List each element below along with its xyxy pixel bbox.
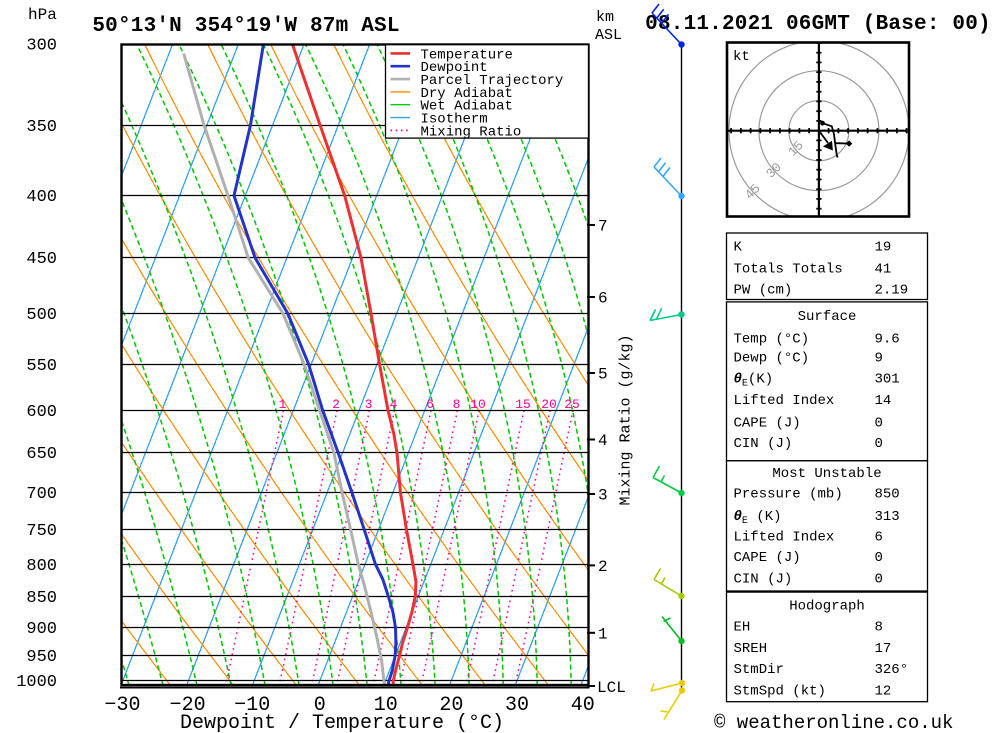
svg-text:15: 15 bbox=[515, 397, 531, 412]
svg-text:θE (K): θE (K) bbox=[734, 509, 782, 527]
svg-text:850: 850 bbox=[26, 589, 57, 608]
svg-text:1: 1 bbox=[598, 625, 608, 643]
svg-text:Most Unstable: Most Unstable bbox=[772, 466, 881, 482]
svg-text:600: 600 bbox=[26, 403, 57, 422]
svg-text:0: 0 bbox=[875, 550, 883, 566]
svg-text:0: 0 bbox=[875, 415, 883, 431]
svg-text:25: 25 bbox=[564, 397, 580, 412]
svg-text:θE(K): θE(K) bbox=[734, 372, 774, 390]
svg-text:Dewp (°C): Dewp (°C) bbox=[734, 351, 810, 367]
svg-text:500: 500 bbox=[26, 306, 57, 325]
svg-text:800: 800 bbox=[26, 557, 57, 576]
svg-text:−30: −30 bbox=[104, 694, 140, 717]
svg-text:301: 301 bbox=[875, 372, 900, 388]
svg-text:EH: EH bbox=[734, 620, 751, 636]
svg-text:750: 750 bbox=[26, 522, 57, 541]
svg-text:Isotherm: Isotherm bbox=[421, 112, 488, 128]
svg-text:14: 14 bbox=[875, 393, 892, 409]
svg-text:hPa: hPa bbox=[28, 6, 57, 24]
svg-text:10: 10 bbox=[374, 694, 398, 717]
svg-text:0: 0 bbox=[875, 436, 883, 452]
svg-text:50°13'N 354°19'W 87m ASL: 50°13'N 354°19'W 87m ASL bbox=[92, 15, 399, 38]
svg-text:0: 0 bbox=[314, 694, 326, 717]
svg-text:10: 10 bbox=[470, 397, 486, 412]
svg-text:4: 4 bbox=[390, 397, 398, 412]
svg-text:© weatheronline.co.uk: © weatheronline.co.uk bbox=[714, 712, 953, 733]
svg-text:Dewpoint: Dewpoint bbox=[421, 60, 488, 76]
svg-text:850: 850 bbox=[875, 487, 900, 503]
svg-text:8: 8 bbox=[453, 397, 461, 412]
svg-text:12: 12 bbox=[875, 683, 892, 699]
svg-text:40: 40 bbox=[571, 694, 595, 717]
svg-text:K: K bbox=[734, 240, 743, 256]
svg-text:CAPE (J): CAPE (J) bbox=[734, 415, 801, 431]
svg-text:1000: 1000 bbox=[16, 673, 57, 692]
svg-text:−10: −10 bbox=[234, 694, 270, 717]
svg-text:CIN (J): CIN (J) bbox=[734, 571, 793, 587]
svg-text:300: 300 bbox=[26, 37, 57, 56]
svg-text:Dry Adiabat: Dry Adiabat bbox=[421, 86, 513, 102]
svg-text:6: 6 bbox=[875, 530, 883, 546]
svg-text:20: 20 bbox=[439, 694, 463, 717]
svg-text:8: 8 bbox=[875, 620, 883, 636]
svg-text:17: 17 bbox=[875, 641, 892, 657]
svg-text:20: 20 bbox=[541, 397, 557, 412]
svg-text:326°: 326° bbox=[875, 662, 909, 678]
svg-text:700: 700 bbox=[26, 485, 57, 504]
svg-text:08.11.2021 06GMT (Base: 00): 08.11.2021 06GMT (Base: 00) bbox=[645, 13, 991, 36]
svg-text:450: 450 bbox=[26, 250, 57, 269]
svg-text:30: 30 bbox=[505, 694, 529, 717]
svg-text:CAPE (J): CAPE (J) bbox=[734, 550, 801, 566]
svg-text:kt: kt bbox=[733, 49, 750, 65]
svg-text:550: 550 bbox=[26, 357, 57, 376]
svg-text:2: 2 bbox=[332, 397, 340, 412]
svg-text:StmSpd (kt): StmSpd (kt) bbox=[734, 683, 826, 699]
svg-text:3: 3 bbox=[598, 487, 608, 505]
svg-text:1: 1 bbox=[279, 397, 287, 412]
svg-text:313: 313 bbox=[875, 509, 900, 525]
svg-text:Pressure (mb): Pressure (mb) bbox=[734, 487, 843, 503]
svg-text:Mixing Ratio: Mixing Ratio bbox=[421, 124, 522, 140]
svg-text:Temperature: Temperature bbox=[421, 47, 513, 63]
svg-text:650: 650 bbox=[26, 445, 57, 464]
svg-text:ASL: ASL bbox=[595, 27, 622, 44]
svg-text:7: 7 bbox=[598, 218, 608, 236]
svg-text:9.6: 9.6 bbox=[875, 332, 900, 348]
svg-text:2: 2 bbox=[598, 558, 608, 576]
svg-text:350: 350 bbox=[26, 118, 57, 137]
svg-text:Temp (°C): Temp (°C) bbox=[734, 332, 810, 348]
svg-text:Parcel Trajectory: Parcel Trajectory bbox=[421, 73, 564, 89]
svg-text:LCL: LCL bbox=[597, 679, 626, 697]
svg-text:6: 6 bbox=[426, 397, 434, 412]
svg-text:41: 41 bbox=[875, 262, 892, 278]
svg-text:Surface: Surface bbox=[798, 309, 857, 325]
svg-text:SREH: SREH bbox=[734, 641, 768, 657]
svg-text:Mixing Ratio (g/kg): Mixing Ratio (g/kg) bbox=[618, 334, 635, 505]
svg-text:−20: −20 bbox=[170, 694, 206, 717]
svg-text:900: 900 bbox=[26, 620, 57, 639]
svg-text:PW (cm): PW (cm) bbox=[734, 282, 793, 298]
svg-text:9: 9 bbox=[875, 351, 883, 367]
svg-text:Lifted Index: Lifted Index bbox=[734, 530, 835, 546]
svg-text:km: km bbox=[596, 9, 614, 26]
svg-text:Wet Adiabat: Wet Adiabat bbox=[421, 99, 513, 115]
svg-text:Dewpoint / Temperature (°C): Dewpoint / Temperature (°C) bbox=[180, 712, 504, 733]
svg-text:4: 4 bbox=[598, 432, 608, 450]
svg-text:Hodograph: Hodograph bbox=[789, 598, 865, 614]
svg-text:Totals Totals: Totals Totals bbox=[734, 262, 843, 278]
svg-text:400: 400 bbox=[26, 188, 57, 207]
svg-text:3: 3 bbox=[365, 397, 373, 412]
svg-text:0: 0 bbox=[875, 571, 883, 587]
svg-text:CIN (J): CIN (J) bbox=[734, 436, 793, 452]
svg-text:950: 950 bbox=[26, 648, 57, 667]
svg-text:Lifted Index: Lifted Index bbox=[734, 393, 835, 409]
svg-text:6: 6 bbox=[598, 290, 608, 308]
svg-text:5: 5 bbox=[598, 366, 608, 384]
svg-text:2.19: 2.19 bbox=[875, 282, 909, 298]
svg-text:19: 19 bbox=[875, 240, 892, 256]
svg-text:StmDir: StmDir bbox=[734, 662, 784, 678]
